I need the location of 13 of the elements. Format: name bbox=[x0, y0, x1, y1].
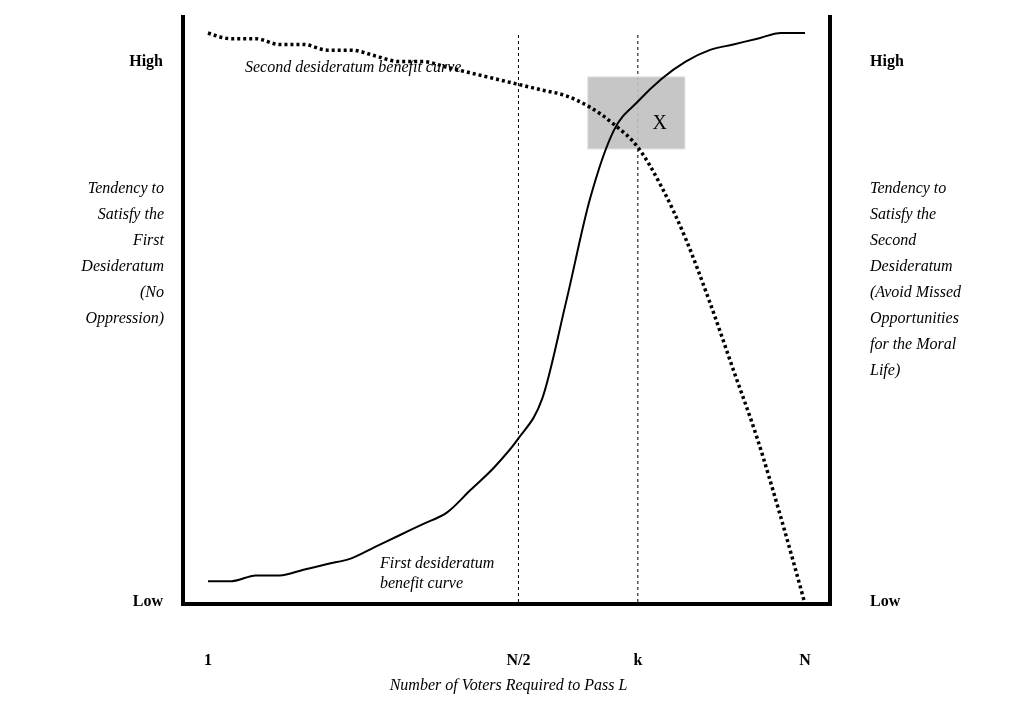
y2-axis-title: Tendency to Satisfy the Second Desideratum (Avoid Missed Opportunities for the Moral Life) bbox=[869, 179, 963, 379]
x-tick-label: N bbox=[799, 651, 812, 668]
text: High bbox=[870, 52, 904, 70]
text: Low bbox=[870, 592, 901, 609]
text: Low bbox=[132, 592, 164, 609]
x-tick-label: N/2 bbox=[506, 651, 531, 668]
x-tick-label: 1 bbox=[204, 651, 212, 668]
x-axis-title: Number of Voters Required to Pass L bbox=[388, 676, 628, 694]
text: High bbox=[129, 52, 164, 70]
y-axis-title: Tendency to Satisfy the First Desideratum (No Oppression) bbox=[80, 179, 165, 327]
x-tick-label: k bbox=[633, 651, 643, 668]
annotation: X bbox=[652, 110, 668, 133]
series-label: First desideratum benefit curve bbox=[379, 554, 495, 592]
